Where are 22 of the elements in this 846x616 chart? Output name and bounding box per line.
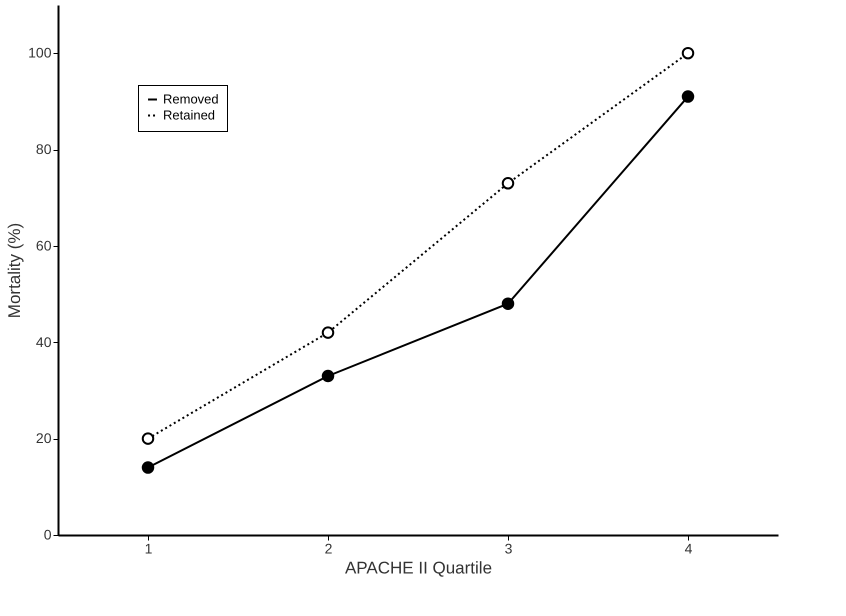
x-tick-label: 2: [324, 540, 333, 556]
y-tick-label: 60: [36, 237, 52, 254]
point: [322, 326, 334, 339]
point: [682, 46, 694, 60]
y-tick-label: 40: [36, 334, 52, 350]
y-axis-title: Mortality (%): [5, 222, 24, 318]
y-tick-label: 20: [36, 430, 52, 446]
legend-label: Removed: [163, 92, 219, 106]
point: [322, 370, 334, 382]
x-tick-label: 4: [684, 540, 693, 556]
point: [682, 90, 694, 103]
point: [142, 461, 154, 474]
point: [142, 432, 154, 445]
legend-label: Retained: [163, 108, 216, 122]
x-axis-title: APACHE II Quartile: [344, 558, 492, 578]
point: [502, 177, 514, 190]
x-tick-label: 3: [504, 540, 513, 556]
x-tick-label: 1: [144, 540, 153, 556]
y-tick-label: 100: [28, 44, 52, 61]
y-tick-label: 80: [36, 141, 52, 158]
y-tick-label: 0: [44, 526, 52, 542]
point: [502, 297, 514, 310]
